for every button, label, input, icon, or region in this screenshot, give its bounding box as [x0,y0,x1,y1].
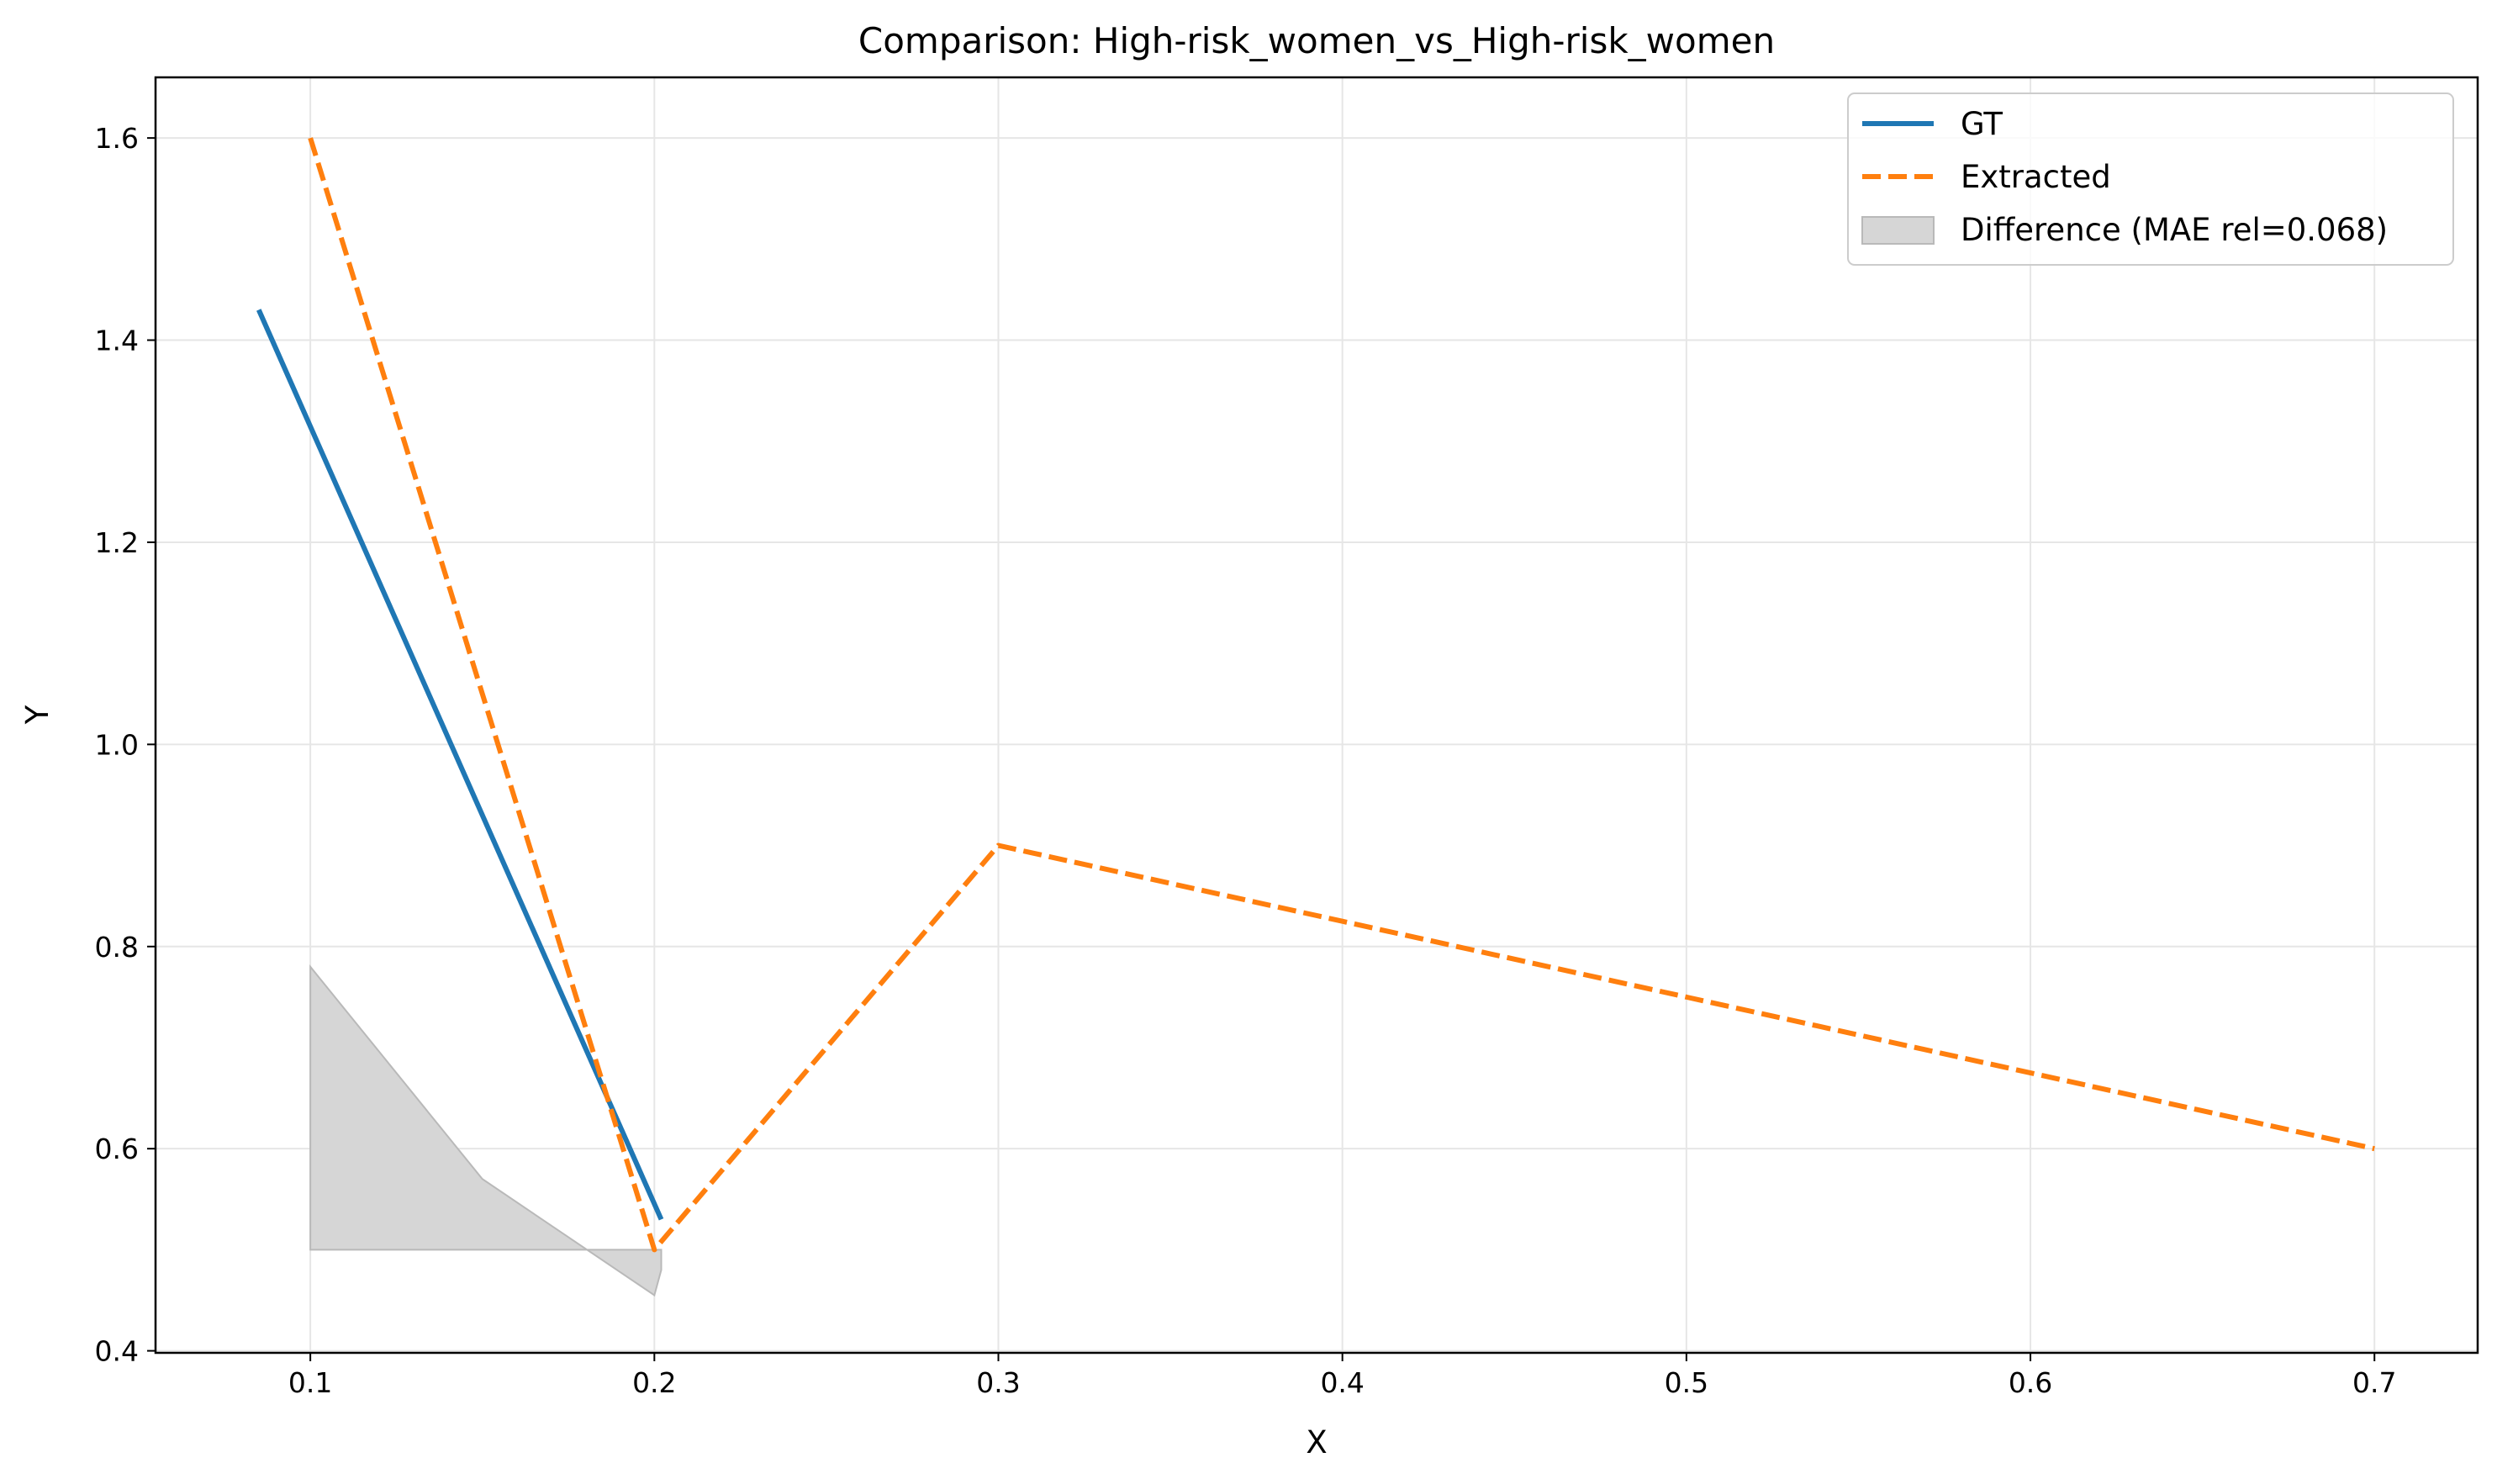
y-axis-ticks: 0.4 0.6 0.8 1.0 1.2 1.4 1.6 [95,122,156,1368]
legend-swatch-difference [1861,216,1935,245]
legend-label-gt: GT [1961,106,2003,142]
y-axis-label: Y [19,705,55,725]
y-tick-label: 1.0 [95,728,139,761]
series-layer [256,137,2375,1253]
grid [156,77,2478,1353]
legend-label-difference: Difference (MAE rel=0.068) [1961,212,2388,248]
legend-label-extracted: Extracted [1961,159,2111,195]
difference-area-layer [309,964,663,1297]
series-line-extracted [308,137,2375,1253]
y-tick-label: 1.2 [95,526,139,559]
y-tick-label: 0.8 [95,931,139,964]
x-tick-label: 0.7 [2352,1366,2396,1399]
legend-box [1847,92,2454,266]
y-tick-label: 0.6 [95,1133,139,1165]
x-axis-ticks: 0.1 0.2 0.3 0.4 0.5 0.6 0.7 [288,1353,2396,1399]
x-tick-label: 0.6 [2009,1366,2052,1399]
chart-title: Comparison: High-risk_women_vs_High-risk… [858,20,1775,61]
x-tick-label: 0.2 [632,1366,676,1399]
x-tick-label: 0.1 [288,1366,332,1399]
x-axis-label: X [1306,1424,1327,1460]
x-tick-label: 0.3 [976,1366,1020,1399]
y-tick-label: 1.6 [95,122,139,155]
series-line-gt [256,309,664,1221]
y-tick-label: 1.4 [95,325,139,357]
plot-frame [154,76,2479,1355]
difference-area [309,964,663,1297]
legend: GT Extracted Difference (MAE rel=0.068) [1847,92,2454,266]
x-tick-label: 0.5 [1665,1366,1708,1399]
y-tick-label: 0.4 [95,1335,139,1368]
x-tick-label: 0.4 [1320,1366,1364,1399]
